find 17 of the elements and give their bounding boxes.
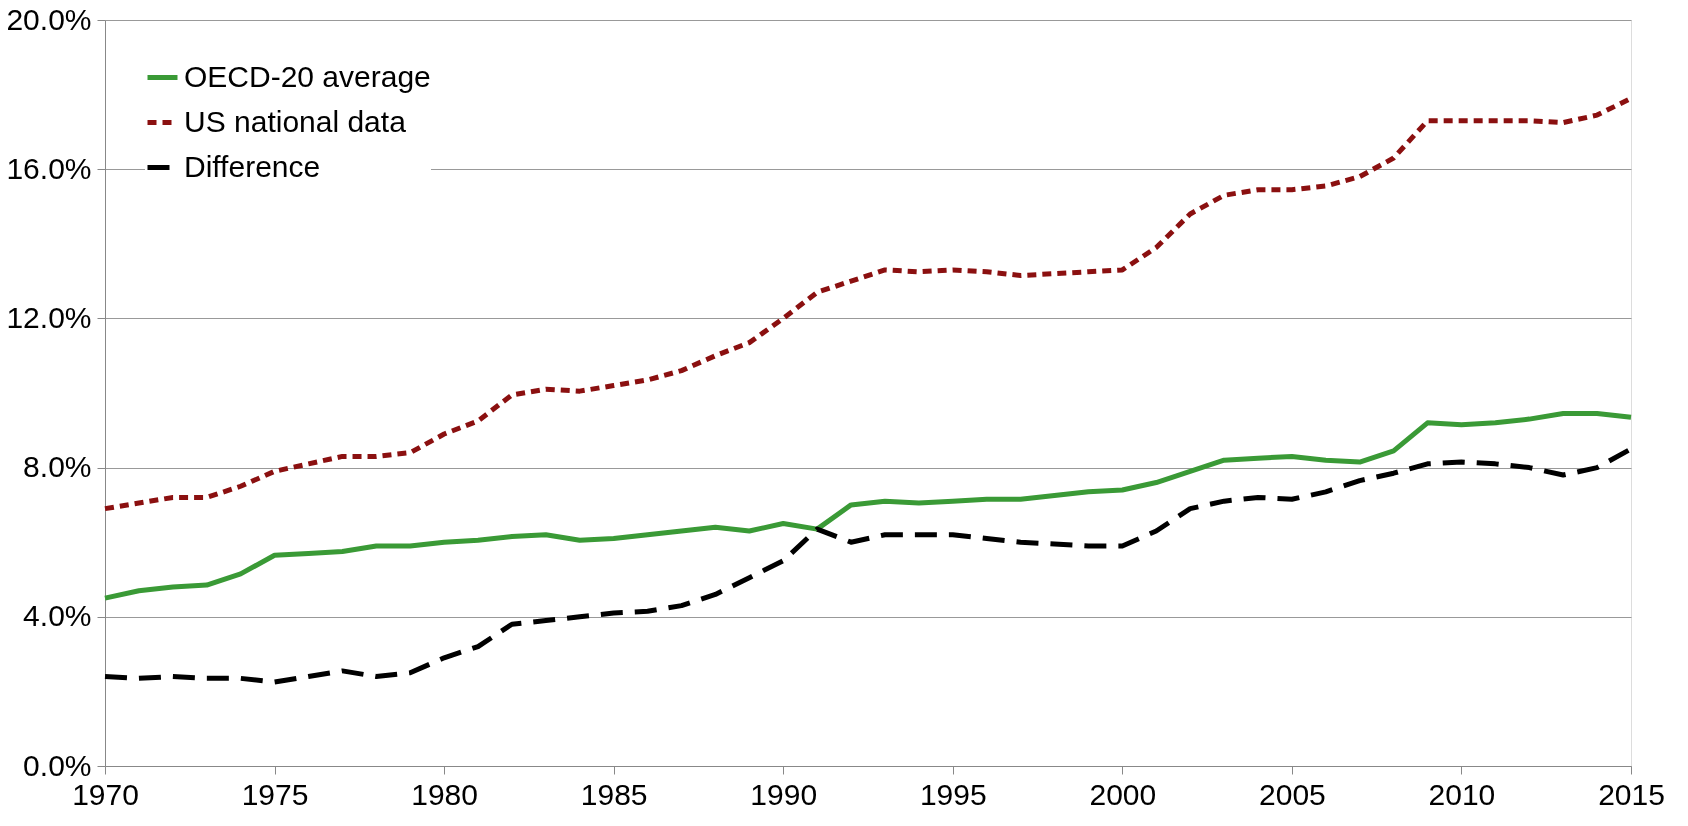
x-tick-label: 2000 — [1089, 777, 1157, 811]
y-tick-label: 8.0% — [23, 450, 92, 484]
y-tick-label: 20.0% — [6, 2, 92, 36]
x-tick-label: 1995 — [919, 777, 987, 811]
x-tick-label: 1985 — [580, 777, 648, 811]
x-tick-label: 2015 — [1598, 777, 1665, 811]
legend-label: OECD-20 average — [184, 59, 431, 93]
x-tick-label: 1990 — [750, 777, 818, 811]
y-tick-label: 12.0% — [6, 300, 92, 334]
x-tick-label: 1980 — [411, 777, 478, 811]
legend-label: Difference — [184, 149, 321, 183]
y-tick-label: 4.0% — [23, 599, 92, 633]
x-tick-label: 1975 — [241, 777, 309, 811]
y-tick-label: 16.0% — [6, 151, 92, 185]
x-tick-label: 2005 — [1259, 777, 1326, 811]
x-tick-label: 2010 — [1428, 777, 1496, 811]
legend-label: US national data — [184, 104, 407, 138]
